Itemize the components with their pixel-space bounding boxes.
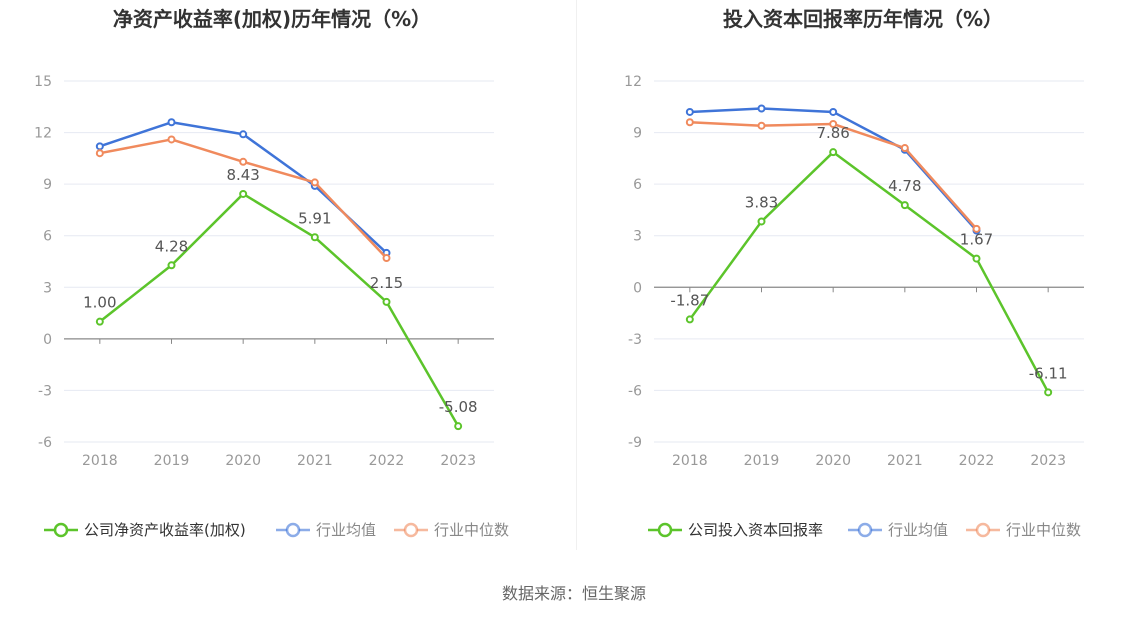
- x-tick-label: 2023: [1030, 453, 1066, 469]
- y-tick-label: 12: [34, 126, 52, 142]
- y-tick-label: 15: [34, 74, 52, 90]
- x-tick-label: 2023: [440, 453, 476, 469]
- series-line-company: [688, 150, 1050, 393]
- y-tick-label: -6: [628, 383, 642, 399]
- x-tick-label: 2022: [369, 453, 405, 469]
- data-point-industry_median: [829, 119, 838, 128]
- legend-label: 行业中位数: [1006, 521, 1081, 539]
- y-tick-label: -6: [38, 435, 52, 451]
- y-tick-label: 6: [43, 229, 52, 245]
- y-tick-label: 0: [633, 280, 642, 296]
- data-point-company: [239, 189, 248, 198]
- x-tick-label: 2020: [815, 453, 851, 469]
- data-point-industry_median: [900, 144, 909, 153]
- chart-divider: [576, 0, 577, 550]
- data-point-industry_avg: [757, 104, 766, 113]
- y-tick-label: 12: [624, 74, 642, 90]
- data-label: 1.67: [960, 231, 993, 249]
- y-tick-label: 3: [43, 280, 52, 296]
- y-tick-label: 6: [633, 177, 642, 193]
- data-label: 8.43: [226, 166, 259, 184]
- data-point-industry_median: [972, 224, 981, 233]
- x-tick-label: 2018: [672, 453, 708, 469]
- data-point-company: [972, 254, 981, 263]
- x-tick-label: 2021: [887, 453, 923, 469]
- chart-title: 投入资本回报率历年情况（%）: [723, 7, 1003, 31]
- data-point-company: [685, 315, 694, 324]
- legend-item-industry_median: 行业中位数: [394, 521, 509, 539]
- data-label: 5.91: [298, 209, 331, 227]
- data-point-industry_median: [685, 118, 694, 127]
- y-tick-label: -9: [628, 435, 642, 451]
- legend-label: 行业均值: [888, 521, 948, 539]
- legend-label: 行业中位数: [434, 521, 509, 539]
- legend-item-industry_median: 行业中位数: [966, 521, 1081, 539]
- data-point-company: [382, 297, 391, 306]
- x-tick-label: 2019: [154, 453, 190, 469]
- series-line-industry_avg: [99, 121, 388, 254]
- y-tick-label: 0: [43, 332, 52, 348]
- data-label: 4.28: [155, 237, 188, 255]
- legend-item-industry_avg: 行业均值: [848, 521, 948, 539]
- data-source-label: 数据来源：恒生聚源: [501, 584, 646, 603]
- roe-chart: 净资产收益率(加权)历年情况（%） 15 12 9 6 3 0 -3 -6 2018 2019 202…: [34, 7, 509, 539]
- legend-label: 公司投入资本回报率: [688, 521, 823, 539]
- legend-marker: [975, 522, 991, 538]
- data-point-industry_median: [310, 178, 319, 187]
- x-tick-label: 2020: [225, 453, 261, 469]
- data-label: 1.00: [83, 294, 116, 312]
- series-line-company: [99, 192, 460, 427]
- data-point-industry_avg: [239, 130, 248, 139]
- series-line-industry_median: [99, 138, 388, 259]
- data-point-company: [900, 201, 909, 210]
- legend-item-company: 公司投入资本回报率: [648, 521, 823, 539]
- data-label: 2.15: [370, 274, 403, 292]
- data-point-industry_median: [239, 157, 248, 166]
- data-point-company: [1044, 388, 1053, 397]
- data-point-company: [757, 217, 766, 226]
- legend-label: 公司净资产收益率(加权): [84, 521, 246, 539]
- data-point-industry_avg: [167, 118, 176, 127]
- x-tick-label: 2018: [82, 453, 118, 469]
- legend-marker: [403, 522, 419, 538]
- data-point-company: [310, 233, 319, 242]
- data-label: 3.83: [745, 193, 778, 211]
- data-point-industry_median: [95, 149, 104, 158]
- legend-label: 行业均值: [316, 521, 376, 539]
- y-tick-label: -3: [38, 383, 52, 399]
- x-tick-label: 2019: [744, 453, 780, 469]
- y-tick-label: -3: [628, 332, 642, 348]
- legend-marker: [657, 522, 673, 538]
- x-tick-label: 2021: [297, 453, 333, 469]
- legend-marker: [53, 522, 69, 538]
- data-label: -1.87: [670, 291, 709, 309]
- legend-marker: [285, 522, 301, 538]
- data-label: -6.11: [1029, 364, 1068, 382]
- data-point-industry_median: [757, 121, 766, 130]
- data-label: -5.08: [439, 398, 478, 416]
- data-point-company: [454, 422, 463, 431]
- data-label: 4.78: [888, 177, 921, 195]
- data-point-industry_avg: [685, 107, 694, 116]
- legend-item-industry_avg: 行业均值: [276, 521, 376, 539]
- legend-marker: [857, 522, 873, 538]
- y-tick-label: 3: [633, 229, 642, 245]
- x-tick-label: 2022: [959, 453, 995, 469]
- data-point-company: [167, 261, 176, 270]
- data-point-company: [829, 148, 838, 157]
- y-tick-label: 9: [633, 126, 642, 142]
- roic-chart: 投入资本回报率历年情况（%） 12 9 6 3 0 -3 -6 -9 2018 2019 2020 20…: [624, 7, 1084, 539]
- data-point-industry_avg: [829, 107, 838, 116]
- data-label: 7.86: [816, 124, 849, 142]
- chart-title: 净资产收益率(加权)历年情况（%）: [113, 7, 431, 31]
- data-point-industry_avg: [95, 142, 104, 151]
- y-tick-label: 9: [43, 177, 52, 193]
- legend-item-company: 公司净资产收益率(加权): [44, 521, 246, 539]
- data-point-industry_median: [167, 135, 176, 144]
- data-point-company: [95, 317, 104, 326]
- data-point-industry_median: [382, 254, 391, 263]
